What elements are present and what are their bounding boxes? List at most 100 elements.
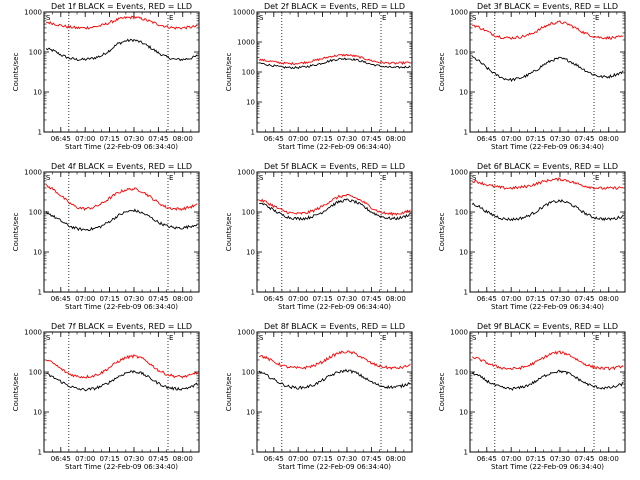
x-tick-label: 07:30	[124, 455, 144, 463]
y-axis-label: Counts/sec	[438, 53, 446, 92]
marker-label-s: S	[46, 174, 51, 182]
y-tick-label: 100	[455, 369, 468, 377]
marker-label-s: S	[259, 14, 264, 22]
chart-title: Det 1f BLACK = Events, RED = LLD	[51, 2, 192, 11]
y-tick-label: 100	[455, 49, 468, 57]
x-axis-label: Start Time (22-Feb-09 06:34:40)	[65, 303, 178, 311]
y-axis-label: Counts/sec	[438, 373, 446, 412]
series-line-events	[45, 208, 198, 232]
marker-label-e: E	[169, 14, 173, 22]
y-axis-label: Counts/sec	[438, 213, 446, 252]
x-tick-label: 06:45	[477, 135, 497, 143]
y-tick-label: 100	[29, 369, 42, 377]
x-axis-label: Start Time (22-Feb-09 06:34:40)	[65, 463, 178, 471]
y-tick-label: 10	[246, 249, 255, 257]
y-tick-label: 1000	[450, 9, 468, 17]
x-tick-label: 06:45	[51, 455, 71, 463]
y-axis-label: Counts/sec	[225, 373, 233, 412]
chart-panel-7: Det 7f BLACK = Events, RED = LLD 1 10 100 10…	[12, 322, 200, 471]
x-tick-label: 07:00	[501, 295, 521, 303]
x-tick-label: 07:15	[312, 295, 332, 303]
x-tick-label: 07:45	[148, 295, 168, 303]
x-axis-label: Start Time (22-Feb-09 06:34:40)	[65, 143, 178, 151]
x-tick-label: 07:30	[337, 455, 357, 463]
y-tick-label: 100	[29, 209, 42, 217]
x-tick-label: 07:00	[501, 455, 521, 463]
x-tick-label: 07:00	[75, 135, 95, 143]
x-tick-label: 07:30	[550, 455, 570, 463]
y-tick-label: 1	[251, 449, 255, 457]
x-tick-label: 07:45	[574, 455, 594, 463]
x-tick-label: 06:45	[477, 455, 497, 463]
series-line-lld	[46, 15, 198, 30]
x-tick-label: 07:45	[361, 455, 381, 463]
y-tick-label: 1	[38, 289, 42, 297]
marker-label-s: S	[259, 334, 264, 342]
y-tick-label: 10	[33, 89, 42, 97]
x-tick-label: 06:45	[264, 135, 284, 143]
marker-label-e: E	[382, 174, 386, 182]
marker-label-e: E	[382, 334, 386, 342]
x-tick-label: 07:00	[75, 295, 95, 303]
chart-title: Det 5f BLACK = Events, RED = LLD	[264, 162, 405, 171]
x-tick-label: 08:00	[173, 135, 193, 143]
series-line-lld	[45, 184, 198, 211]
y-tick-label: 10	[33, 409, 42, 417]
y-tick-label: 100	[242, 69, 255, 77]
x-tick-label: 08:00	[386, 295, 406, 303]
y-tick-label: 10	[246, 99, 255, 107]
x-tick-label: 07:15	[99, 455, 119, 463]
x-tick-label: 06:45	[51, 295, 71, 303]
x-tick-label: 07:15	[99, 295, 119, 303]
plot-frame	[469, 171, 626, 293]
chart-title: Det 7f BLACK = Events, RED = LLD	[51, 322, 192, 331]
x-tick-label: 08:00	[386, 455, 406, 463]
x-tick-label: 08:00	[173, 455, 193, 463]
x-tick-label: 07:45	[148, 135, 168, 143]
chart-title: Det 2f BLACK = Events, RED = LLD	[264, 2, 405, 11]
marker-label-e: E	[382, 14, 386, 22]
chart-panel-5: Det 5f BLACK = Events, RED = LLD 1 10 100 10…	[225, 162, 413, 311]
chart-panel-4: Det 4f BLACK = Events, RED = LLD 1 10 100 10…	[12, 162, 200, 311]
marker-label-e: E	[595, 14, 599, 22]
series-line-lld	[259, 194, 411, 217]
plot-frame	[43, 11, 200, 133]
y-tick-label: 100	[242, 209, 255, 217]
y-tick-label: 1000	[450, 329, 468, 337]
chart-panel-9: Det 9f BLACK = Events, RED = LLD 1 10 100 10…	[438, 322, 626, 471]
series-line-events	[258, 368, 411, 390]
x-tick-label: 06:45	[51, 135, 71, 143]
y-tick-label: 100	[29, 49, 42, 57]
x-tick-label: 07:00	[75, 455, 95, 463]
y-tick-label: 1	[464, 129, 468, 137]
plot-frame	[43, 331, 200, 453]
x-tick-label: 06:45	[477, 295, 497, 303]
series-line-events	[259, 198, 411, 221]
plot-frame	[256, 171, 413, 293]
y-axis-label: Counts/sec	[225, 213, 233, 252]
plot-frame	[469, 11, 626, 133]
x-tick-label: 07:45	[148, 455, 168, 463]
x-tick-label: 07:45	[361, 295, 381, 303]
x-axis-label: Start Time (22-Feb-09 06:34:40)	[278, 463, 391, 471]
series-line-events	[45, 38, 198, 62]
x-tick-label: 08:00	[386, 135, 406, 143]
chart-title: Det 4f BLACK = Events, RED = LLD	[51, 162, 192, 171]
series-line-lld	[258, 53, 411, 66]
x-tick-label: 07:15	[525, 135, 545, 143]
marker-label-s: S	[46, 334, 51, 342]
x-tick-label: 07:00	[288, 295, 308, 303]
y-tick-label: 1000	[24, 9, 42, 17]
series-line-lld	[471, 177, 624, 190]
y-tick-label: 1000	[237, 169, 255, 177]
marker-label-s: S	[472, 334, 477, 342]
chart-title: Det 3f BLACK = Events, RED = LLD	[477, 2, 618, 11]
x-tick-label: 06:45	[264, 295, 284, 303]
series-line-lld	[471, 20, 624, 40]
chart-panel-2: Det 2f BLACK = Events, RED = LLD 1 10 100 10…	[225, 2, 413, 151]
chart-title: Det 9f BLACK = Events, RED = LLD	[477, 322, 618, 331]
y-tick-label: 100	[455, 209, 468, 217]
y-tick-label: 1000	[237, 329, 255, 337]
series-line-events	[259, 57, 411, 70]
